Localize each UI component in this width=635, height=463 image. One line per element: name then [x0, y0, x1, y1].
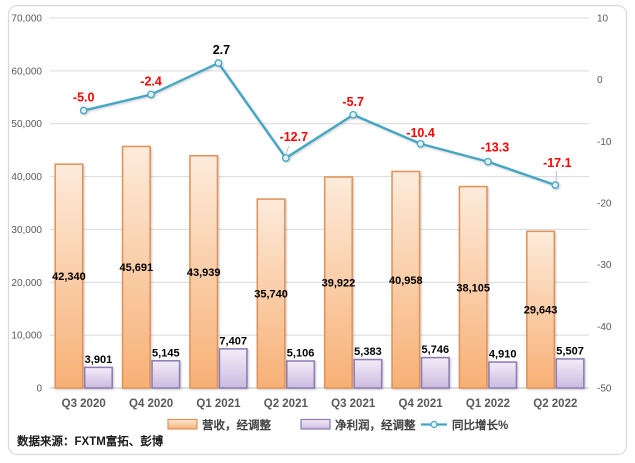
net-profit-value-label: 5,746	[422, 344, 450, 356]
x-axis-category-label: Q3 2021	[331, 398, 376, 410]
revenue-value-label: 43,939	[187, 267, 221, 279]
yoy-growth-value-label: -13.3	[481, 141, 510, 155]
revenue-bar	[189, 155, 219, 389]
line-marker	[416, 139, 425, 148]
x-axis-category-label: Q2 2022	[533, 398, 577, 410]
legend-label-revenue: 营收，经调整	[202, 418, 271, 432]
net-profit-value-label: 5,383	[354, 346, 382, 358]
left-axis-tick-label: 10,000	[11, 331, 42, 342]
net-profit-value-label: 4,910	[489, 349, 517, 361]
revenue-value-label: 45,691	[119, 262, 153, 274]
net-profit-bar	[420, 356, 450, 389]
yoy-growth-value-label: -12.7	[280, 130, 309, 144]
net-profit-value-label: 5,507	[556, 345, 584, 357]
net-profit-value-label: 5,145	[152, 347, 180, 359]
revenue-value-label: 40,958	[389, 275, 423, 287]
line-marker	[79, 106, 88, 115]
legend-line-marker-icon	[430, 420, 438, 429]
left-axis-tick-label: 60,000	[11, 66, 42, 77]
yoy-growth-value-label: -5.7	[342, 95, 364, 109]
line-layer	[79, 59, 560, 189]
net-profit-bar	[353, 358, 383, 389]
revenue-bar	[256, 198, 286, 389]
x-axis-category-label: Q3 2020	[62, 398, 106, 410]
yoy-growth-value-label: -10.4	[406, 126, 435, 140]
revenue-value-label: 39,922	[322, 277, 356, 289]
revenue-value-label: 29,643	[524, 305, 558, 317]
yoy-growth-value-label: -17.1	[543, 156, 572, 170]
right-axis-tick-label: 10	[597, 14, 609, 25]
left-axis-tick-label: 30,000	[11, 225, 42, 236]
line-marker	[349, 110, 358, 119]
x-axis-category-label: Q1 2021	[196, 398, 241, 410]
legend-swatch-net-profit	[300, 418, 331, 430]
revenue-bar	[54, 163, 84, 389]
line-marker	[214, 59, 223, 67]
revenue-value-label: 42,340	[52, 271, 86, 283]
net-profit-bar	[286, 360, 316, 389]
yoy-growth-value-label: -2.4	[140, 74, 162, 88]
revenue-bar	[526, 230, 556, 389]
bar-labels-layer: 42,340 3,901 45,691 5,145 43,939 7,407 35,740 5…	[52, 262, 584, 366]
net-profit-bar	[218, 348, 248, 389]
x-axis-category-label: Q4 2021	[399, 398, 444, 410]
legend-label-yoy-growth: 同比增长%	[452, 418, 508, 432]
left-axis-tick-label: 0	[36, 384, 42, 395]
revenue-value-label: 38,105	[456, 282, 490, 294]
yoy-growth-line	[82, 61, 557, 187]
left-axis-tick-label: 20,000	[11, 278, 42, 289]
right-axis-tick-label: -40	[597, 322, 612, 333]
x-axis-category-label: Q1 2022	[466, 398, 510, 410]
line-marker	[147, 90, 155, 99]
line-marker	[484, 157, 492, 166]
line-marker	[281, 154, 290, 162]
right-axis-tick-label: -30	[597, 260, 612, 271]
revenue-bar	[391, 170, 421, 389]
x-axis-category-label: Q2 2021	[264, 398, 309, 410]
revenue-value-label: 35,740	[254, 289, 288, 301]
left-axis-tick-label: 40,000	[11, 172, 42, 183]
line-marker	[551, 181, 560, 189]
left-axis-tick-label: 50,000	[11, 119, 42, 130]
net-profit-value-label: 7,407	[219, 335, 247, 347]
x-axis-category-label: Q4 2020	[129, 398, 173, 410]
legend-swatch-revenue	[167, 418, 198, 430]
data-source-note: 数据来源：FXTM富拓、彭博	[17, 436, 164, 448]
right-axis-tick-label: -50	[597, 384, 612, 395]
net-profit-bar	[555, 358, 585, 389]
net-profit-bar	[83, 366, 113, 389]
label-leader-line	[285, 145, 290, 154]
net-profit-bar	[151, 360, 181, 389]
net-profit-value-label: 3,901	[85, 354, 113, 366]
right-axis-tick-label: -10	[597, 137, 612, 148]
legend: 营收，经调整 净利润，经调整 同比增长%	[167, 418, 508, 432]
left-axis-tick-label: 70,000	[11, 14, 42, 25]
yoy-growth-value-label: -5.0	[73, 91, 95, 105]
right-axis-tick-label: -20	[597, 199, 612, 210]
legend-label-net-profit: 净利润，经调整	[335, 418, 416, 432]
net-profit-value-label: 5,106	[287, 348, 315, 360]
revenue-bar	[323, 176, 353, 389]
revenue-bar	[121, 145, 151, 389]
revenue-bar	[458, 185, 488, 389]
bars-layer	[54, 145, 585, 389]
right-axis-tick-label: 0	[597, 75, 603, 86]
yoy-growth-value-label: 2.7	[213, 43, 230, 57]
net-profit-bar	[488, 361, 518, 389]
